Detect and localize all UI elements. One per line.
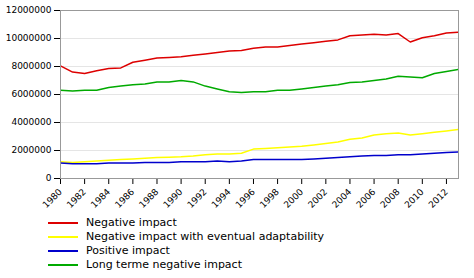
svg-text:1986: 1986 (113, 187, 136, 210)
svg-text:2004: 2004 (330, 187, 353, 210)
svg-text:12000000: 12000000 (6, 5, 52, 15)
svg-text:2006: 2006 (354, 187, 377, 210)
svg-text:8000000: 8000000 (11, 61, 51, 71)
svg-text:1994: 1994 (210, 187, 233, 210)
svg-text:0: 0 (46, 173, 52, 183)
svg-text:2012: 2012 (427, 187, 450, 210)
svg-text:2002: 2002 (306, 187, 329, 210)
svg-text:1984: 1984 (89, 187, 112, 210)
svg-text:1996: 1996 (234, 187, 257, 210)
svg-text:10000000: 10000000 (6, 33, 52, 43)
svg-text:2000000: 2000000 (11, 145, 51, 155)
html-text:Negative impact with eventual: Negative impact with eventual adaptabili… (86, 230, 325, 243)
svg-text:6000000: 6000000 (11, 89, 51, 99)
svg-text:1990: 1990 (161, 187, 184, 210)
svg-text:1988: 1988 (137, 187, 160, 210)
svg-text:2010: 2010 (403, 187, 426, 210)
svg-text:1992: 1992 (185, 187, 208, 210)
html-text:Positive impact: Positive impact (86, 244, 170, 257)
html-text:Negative impact: Negative impact (86, 216, 177, 229)
svg-text:2000: 2000 (282, 187, 305, 210)
svg-text:2008: 2008 (378, 187, 401, 210)
html-text:Long terme negative impact: Long terme negative impact (86, 258, 242, 271)
svg-text:1980: 1980 (41, 187, 64, 210)
svg-text:1998: 1998 (258, 187, 281, 210)
svg-text:1982: 1982 (65, 187, 88, 210)
svg-text:4000000: 4000000 (11, 117, 51, 127)
